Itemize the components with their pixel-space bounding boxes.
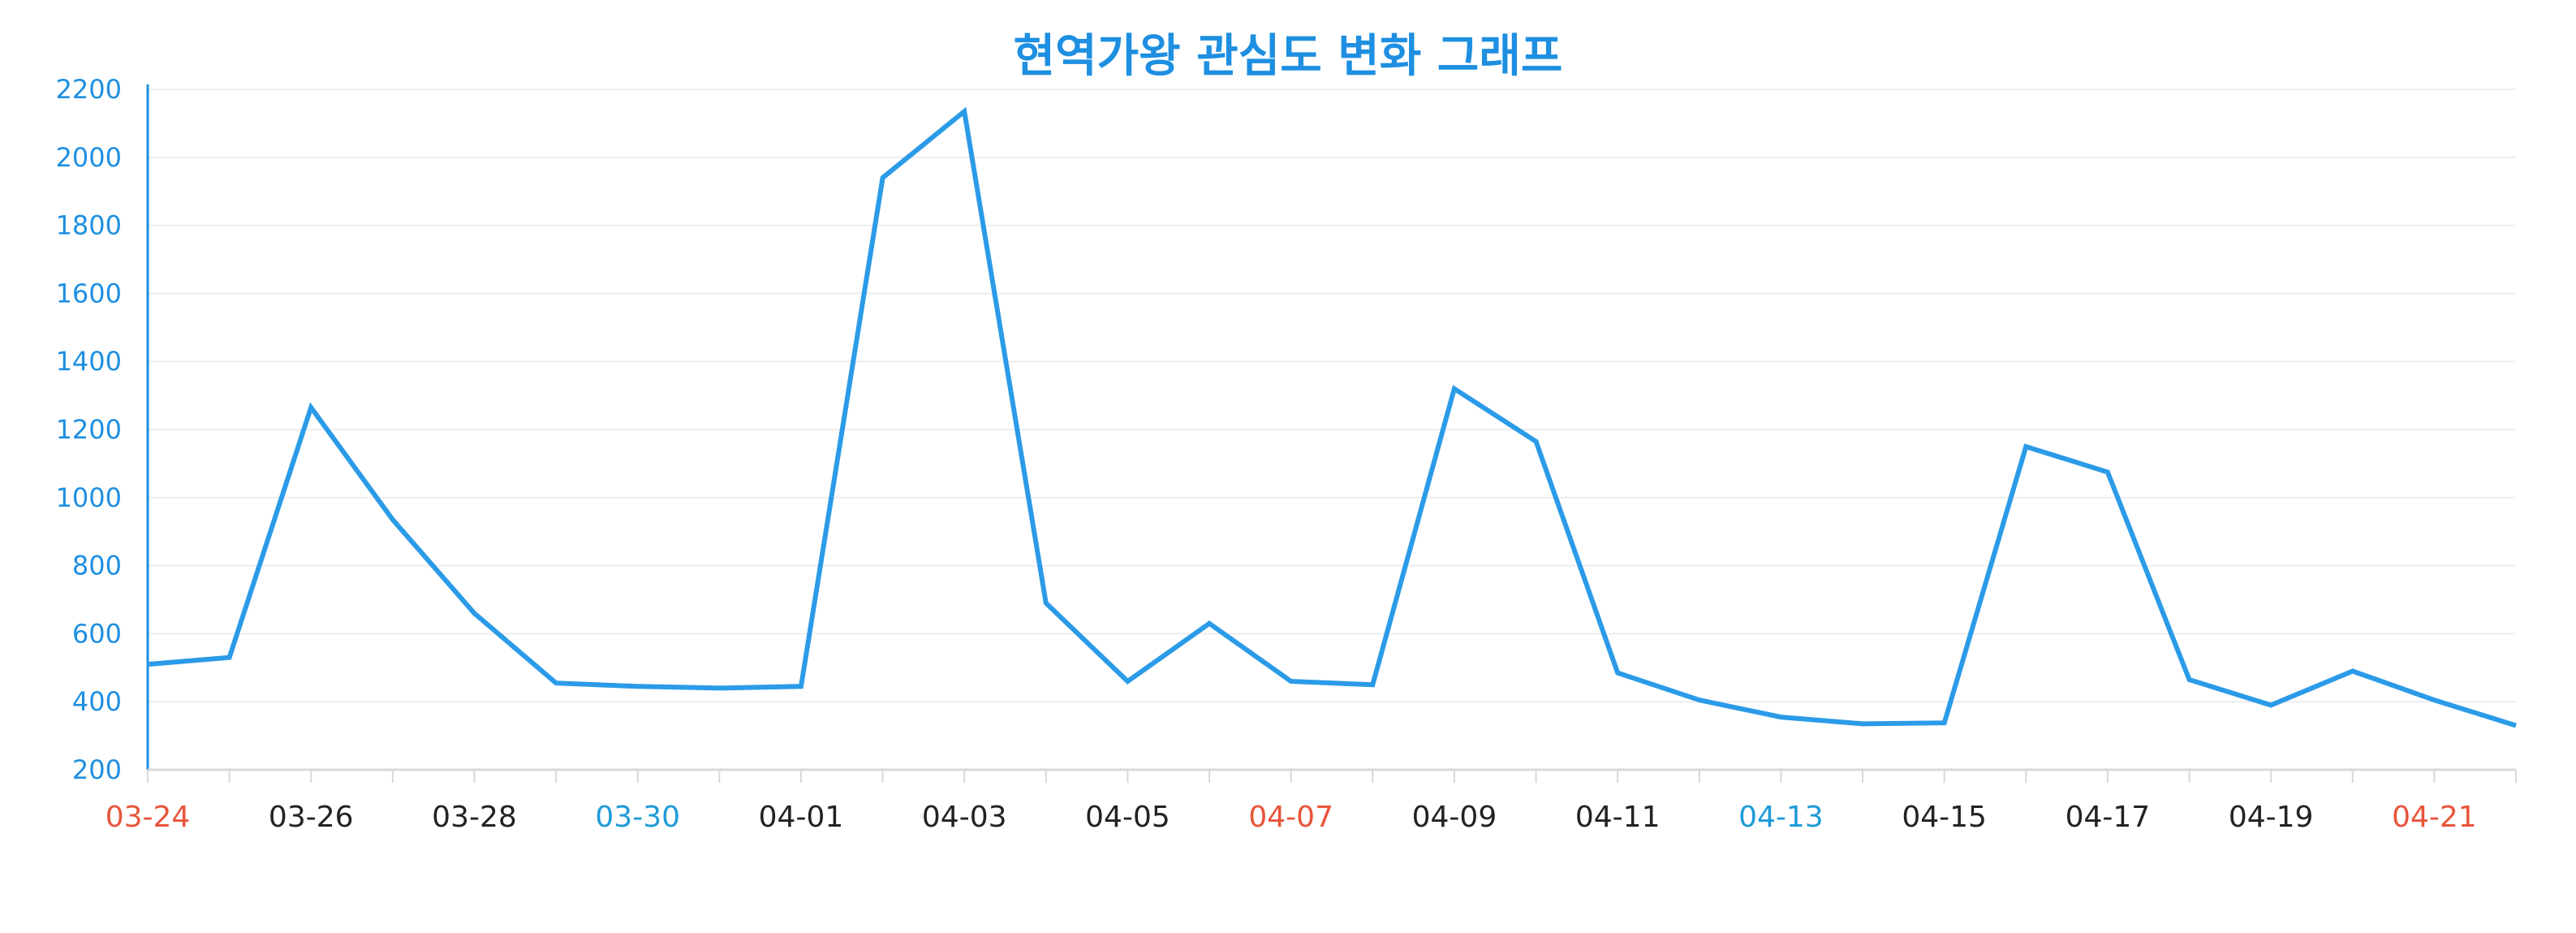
x-tick-label: 04-11	[1575, 801, 1661, 834]
y-tick-label: 800	[72, 551, 122, 581]
y-tick-label: 1200	[56, 414, 122, 445]
x-tick-label: 04-19	[2229, 801, 2314, 834]
x-tick-label: 03-24	[106, 801, 191, 834]
x-tick-label: 04-21	[2392, 801, 2477, 834]
x-tick-label: 04-03	[922, 801, 1007, 834]
x-tick-label: 03-26	[269, 801, 354, 834]
y-tick-label: 1000	[56, 482, 122, 513]
y-tick-label: 400	[72, 686, 122, 717]
chart-title: 현역가왕 관심도 변화 그래프	[1013, 30, 1563, 83]
x-tick-label: 04-17	[2066, 801, 2151, 834]
x-tick-label: 04-13	[1738, 801, 1824, 834]
x-tick-label: 04-15	[1902, 801, 1987, 834]
series-line	[147, 106, 2517, 728]
axes	[146, 84, 2517, 783]
grid-lines	[148, 89, 2516, 703]
series-layer	[147, 106, 2517, 728]
y-tick-label: 2000	[56, 142, 122, 173]
y-tick-label: 200	[72, 754, 122, 785]
x-tick-label: 04-07	[1248, 801, 1333, 834]
y-tick-label: 600	[72, 618, 122, 649]
x-tick-label: 04-09	[1412, 801, 1497, 834]
x-tick-label: 03-28	[432, 801, 517, 834]
x-tick-label: 04-05	[1085, 801, 1170, 834]
y-tick-label: 1400	[56, 346, 122, 377]
y-tick-label: 1800	[56, 210, 122, 241]
y-tick-label: 1600	[56, 278, 122, 309]
x-tick-label: 03-30	[595, 801, 680, 834]
x-tick-label: 04-01	[759, 801, 844, 834]
y-tick-label: 2200	[56, 74, 122, 105]
y-tick-labels: 200 400 600 800 1000 1200 1400 1600 1800 2000 2200	[56, 74, 122, 785]
x-tick-labels: 03-24 03-26 03-28 03-30 04-01 04-03 04-05 04-07…	[106, 801, 2477, 834]
